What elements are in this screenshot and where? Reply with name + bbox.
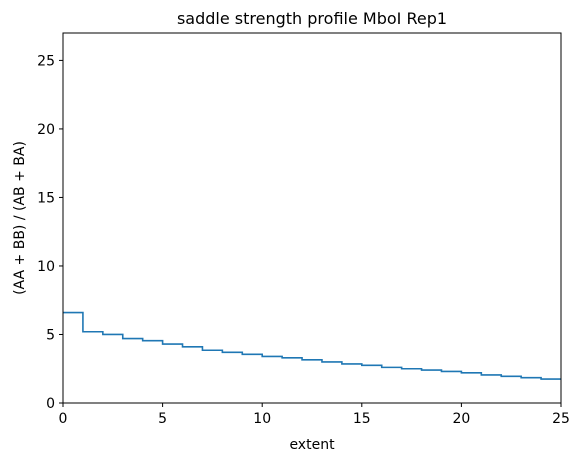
chart-title: saddle strength profile MboI Rep1: [177, 9, 447, 28]
y-tick-label: 10: [37, 259, 55, 275]
y-tick-label: 20: [37, 122, 55, 138]
x-tick-label: 25: [552, 411, 570, 427]
plot-area: [63, 311, 561, 380]
y-tick-label: 15: [37, 190, 55, 206]
y-tick-label: 25: [37, 53, 55, 69]
x-tick-label: 15: [353, 411, 371, 427]
y-tick-label: 5: [46, 327, 55, 343]
series-line-0: [63, 311, 561, 380]
y-axis-label: (AA + BB) / (AB + BA): [12, 141, 28, 295]
x-tick-label: 20: [452, 411, 470, 427]
plot-frame: [62, 32, 562, 404]
x-tick-label: 10: [253, 411, 271, 427]
x-tick-label: 0: [59, 411, 68, 427]
y-tick-label: 0: [46, 396, 55, 412]
x-tick-label: 5: [158, 411, 167, 427]
x-axis-label: extent: [289, 437, 335, 453]
axes: 0 5 10 15 20 25 0 5 10 15 20 25: [37, 32, 570, 427]
